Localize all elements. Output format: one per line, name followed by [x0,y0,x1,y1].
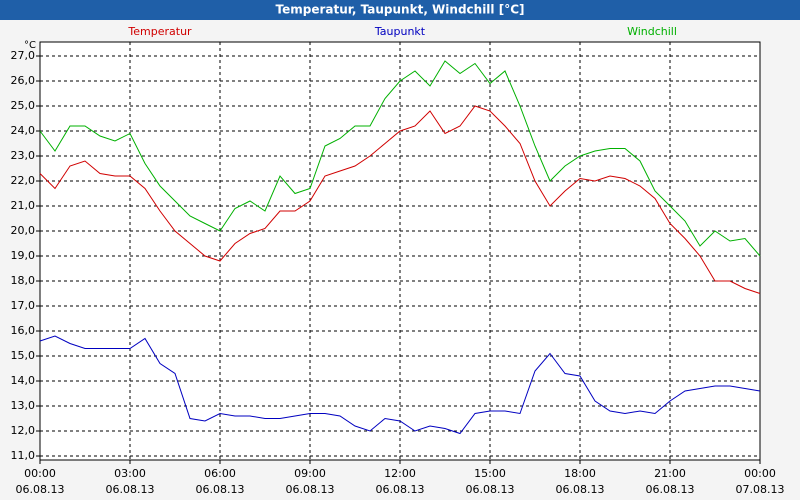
x-tick-date: 07.08.13 [736,483,785,496]
y-tick-label: 14,0 [11,374,36,387]
x-tick-label: 09:00 [294,467,326,480]
x-tick-label: 03:00 [114,467,146,480]
y-tick-label: 20,0 [11,224,36,237]
y-tick-label: 12,0 [11,424,36,437]
x-tick-date: 06.08.13 [466,483,515,496]
x-tick-date: 06.08.13 [16,483,65,496]
x-tick-label: 12:00 [384,467,416,480]
title-bar [0,0,800,20]
series-line [39,60,761,257]
y-tick-label: 22,0 [11,174,36,187]
x-tick-date: 06.08.13 [106,483,155,496]
x-tick-label: 00:00 [24,467,56,480]
x-tick-date: 06.08.13 [376,483,425,496]
y-tick-label: 21,0 [11,199,36,212]
y-axis-unit: °C [24,40,36,51]
y-tick-label: 15,0 [11,349,36,362]
x-tick-date: 06.08.13 [646,483,695,496]
x-tick-label: 21:00 [654,467,686,480]
x-tick-label: 00:00 [744,467,776,480]
legend-label: Taupunkt [374,25,426,38]
y-tick-label: 27,0 [11,49,36,62]
x-tick-label: 06:00 [204,467,236,480]
x-tick-label: 15:00 [474,467,506,480]
y-tick-label: 18,0 [11,274,36,287]
x-tick-date: 06.08.13 [556,483,605,496]
y-tick-label: 13,0 [11,399,36,412]
series-line [39,105,761,294]
y-tick-label: 11,0 [11,449,36,462]
y-tick-label: 26,0 [11,74,36,87]
y-tick-label: 17,0 [11,299,36,312]
y-tick-label: 24,0 [11,124,36,137]
legend-label: Windchill [627,25,677,38]
y-tick-label: 16,0 [11,324,36,337]
y-tick-label: 23,0 [11,149,36,162]
x-tick-label: 18:00 [564,467,596,480]
y-tick-label: 19,0 [11,249,36,262]
chart-title: Temperatur, Taupunkt, Windchill [°C] [276,3,525,17]
y-tick-label: 25,0 [11,99,36,112]
series-line [39,335,761,435]
legend-label: Temperatur [127,25,192,38]
x-tick-date: 06.08.13 [196,483,245,496]
x-tick-date: 06.08.13 [286,483,335,496]
